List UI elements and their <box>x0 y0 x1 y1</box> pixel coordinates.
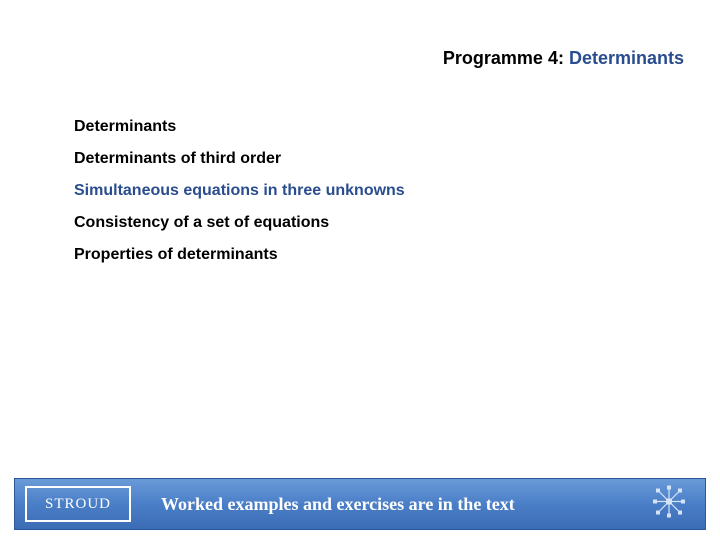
brand-label: STROUD <box>45 496 111 513</box>
toc-item: Consistency of a set of equations <box>74 214 405 232</box>
burst-icon <box>651 484 687 525</box>
slide-header: Programme 4: Determinants <box>443 48 684 69</box>
footer-bar: STROUD Worked examples and exercises are… <box>14 478 706 530</box>
brand-box: STROUD <box>25 486 131 522</box>
toc-item-active: Simultaneous equations in three unknowns <box>74 182 405 200</box>
toc-item: Determinants of third order <box>74 150 405 168</box>
table-of-contents: Determinants Determinants of third order… <box>74 118 405 264</box>
toc-item: Properties of determinants <box>74 246 405 264</box>
toc-item: Determinants <box>74 118 405 136</box>
footer-text: Worked examples and exercises are in the… <box>161 494 515 515</box>
programme-label: Programme 4: <box>443 48 564 68</box>
programme-topic: Determinants <box>569 48 684 68</box>
